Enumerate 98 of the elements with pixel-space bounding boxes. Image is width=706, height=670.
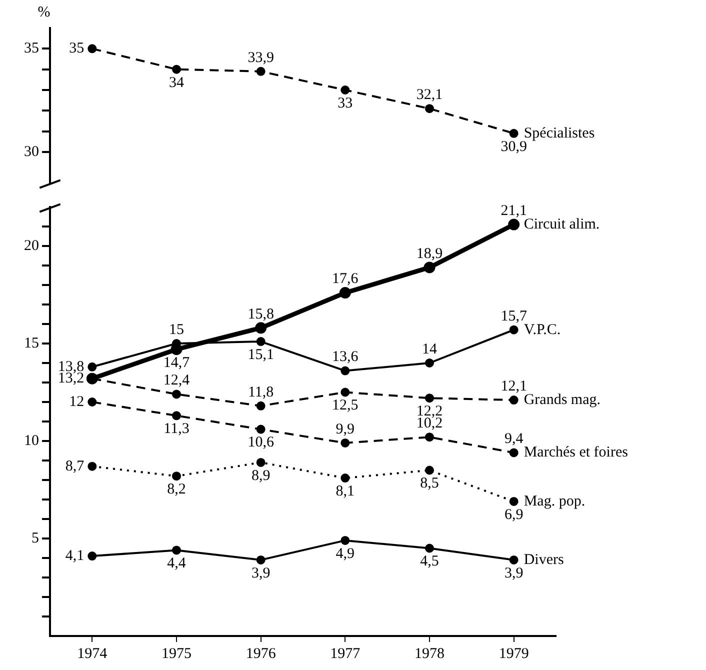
point: [255, 322, 267, 334]
data-label: 8,1: [336, 483, 355, 500]
data-label: 11,8: [248, 384, 274, 400]
data-label: 15: [169, 322, 184, 338]
point: [339, 287, 351, 299]
data-label: 12,5: [332, 398, 358, 414]
point: [172, 546, 181, 555]
point: [170, 344, 182, 356]
point: [88, 462, 97, 471]
x-tick-label: 1976: [246, 646, 276, 662]
x-tick-label: 1978: [414, 646, 444, 662]
point: [88, 398, 97, 406]
data-label: 3,9: [251, 565, 270, 582]
point: [425, 358, 434, 368]
data-label: 32,1: [416, 87, 443, 104]
point: [172, 64, 181, 74]
data-label: 12: [69, 394, 84, 410]
data-label: 34: [169, 74, 184, 91]
x-tick-label: 1979: [498, 646, 529, 662]
data-label: 10,6: [248, 434, 274, 451]
data-label: 15,1: [248, 346, 274, 363]
data-label: 13,6: [332, 349, 359, 366]
y-tick-label: 5: [32, 530, 39, 546]
data-label: 9,9: [336, 421, 355, 438]
data-label: 13,8: [58, 358, 84, 375]
point: [509, 128, 518, 138]
point: [256, 458, 266, 467]
point: [256, 424, 266, 434]
point: [340, 438, 350, 448]
series-label: V.P.C.: [524, 322, 561, 338]
data-label: 3,9: [504, 565, 524, 582]
series-label: Circuit alim.: [524, 216, 600, 232]
data-label: 10,2: [416, 416, 443, 432]
point: [508, 218, 520, 230]
point: [340, 366, 350, 376]
x-tick-label: 1974: [77, 646, 108, 662]
data-label: 14: [422, 341, 438, 358]
point: [425, 466, 434, 475]
data-label: 15,8: [248, 306, 274, 322]
point: [425, 394, 434, 403]
point: [424, 262, 436, 274]
y-tick-label: 15: [24, 335, 39, 352]
point: [172, 472, 181, 481]
point: [509, 396, 518, 405]
point: [425, 432, 434, 442]
data-label: 11,3: [164, 421, 190, 438]
data-label: 12,4: [163, 372, 190, 389]
data-label: 8,5: [420, 476, 439, 492]
data-label: 35: [69, 40, 84, 57]
point: [509, 448, 518, 458]
point: [509, 496, 518, 506]
point: [256, 337, 266, 346]
data-label: 8,7: [65, 458, 85, 474]
point: [88, 362, 97, 372]
x-tick-label: 1975: [162, 646, 192, 662]
point: [340, 86, 350, 94]
point: [172, 411, 181, 420]
point: [509, 325, 518, 334]
point: [256, 555, 266, 564]
y-axis-title: %: [38, 4, 50, 20]
point: [172, 390, 181, 399]
point: [340, 536, 350, 545]
series-label: Mag. pop.: [524, 493, 586, 510]
point: [340, 388, 350, 397]
point: [256, 66, 266, 76]
point: [425, 544, 434, 553]
data-label: 14,7: [163, 354, 190, 371]
y-tick-label: 30: [24, 144, 39, 160]
data-label: 8,2: [167, 482, 186, 498]
y-tick-label: 10: [24, 432, 39, 449]
point: [88, 552, 97, 561]
series-label: Spécialistes: [524, 125, 595, 142]
y-tick-label: 20: [24, 238, 39, 254]
data-label: 30,9: [500, 138, 527, 155]
point: [256, 401, 266, 410]
data-label: 33,9: [248, 50, 274, 66]
point: [425, 104, 434, 114]
series-label: Grands mag.: [524, 392, 600, 408]
x-tick-label: 1977: [330, 646, 361, 662]
data-label: 8,9: [251, 468, 270, 484]
data-label: 4,4: [167, 556, 186, 572]
data-label: 21,1: [500, 202, 527, 219]
y-tick-label: 35: [24, 40, 39, 57]
point: [509, 555, 518, 564]
data-label: 15,7: [500, 308, 528, 324]
data-label: 33: [338, 95, 353, 112]
series-label: Marchés et foires: [524, 444, 628, 461]
data-label: 17,6: [332, 271, 359, 288]
data-label: 9,4: [504, 431, 524, 448]
data-label: 6,9: [504, 506, 524, 523]
data-label: 4,9: [336, 546, 355, 562]
data-label: 18,9: [416, 246, 443, 262]
data-label: 12,1: [500, 378, 527, 394]
data-label: 4,1: [65, 548, 84, 564]
data-label: 4,5: [420, 554, 439, 570]
series-label: Divers: [524, 552, 564, 568]
point: [340, 474, 350, 483]
point: [88, 44, 97, 54]
